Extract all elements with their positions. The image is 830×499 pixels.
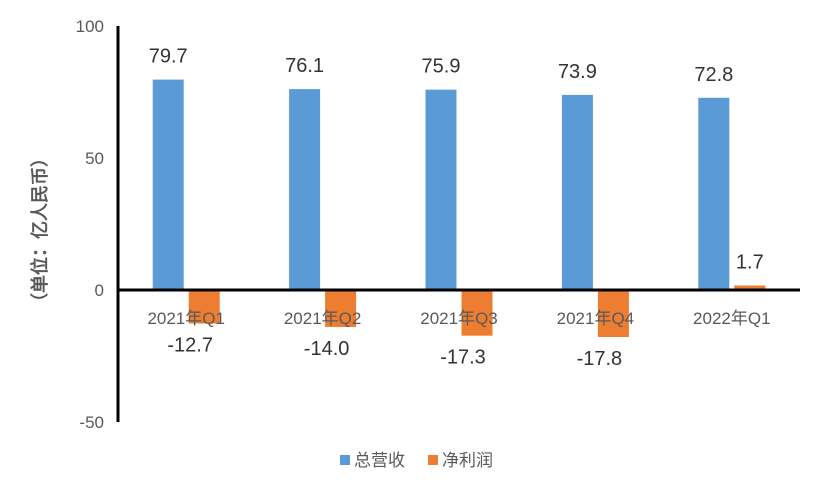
revenue-data-label: 75.9	[422, 56, 461, 78]
category-label: 2021年Q4	[557, 309, 635, 328]
net-profit-data-label: -17.3	[440, 347, 486, 369]
category-label: 2022年Q1	[693, 309, 771, 328]
net-profit-data-label: -14.0	[304, 338, 350, 360]
revenue-bar	[152, 79, 184, 290]
legend-swatch-revenue	[340, 455, 350, 465]
category-labels: 2021年Q1 2021年Q2 2021年Q3 2021年Q4 2022年Q1	[147, 309, 770, 328]
legend: 总营收 净利润	[340, 451, 493, 470]
bars	[152, 79, 766, 337]
net-profit-data-label: 1.7	[736, 252, 764, 274]
category-label: 2021年Q1	[147, 309, 225, 328]
revenue-bar	[289, 89, 321, 290]
y-tick-label: 0	[95, 281, 104, 300]
revenue-bar	[425, 89, 457, 291]
category-label: 2021年Q3	[420, 309, 498, 328]
net-profit-bar	[461, 290, 493, 336]
revenue-data-label: 73.9	[558, 61, 597, 83]
data-labels: 79.7 -12.7 76.1 -14.0 75.9 -17.3 73.9 -17.8 72.8…	[149, 46, 764, 370]
net-profit-bar	[325, 290, 357, 327]
revenue-data-label: 76.1	[285, 55, 324, 77]
y-tick-label: 50	[85, 149, 104, 168]
legend-label-revenue: 总营收	[354, 451, 405, 470]
y-axis-ticks: -50 0 50 100	[76, 17, 104, 432]
category-label: 2021年Q2	[284, 309, 362, 328]
net-profit-bar	[597, 290, 629, 337]
net-profit-bar	[734, 285, 766, 290]
net-profit-data-label: -12.7	[167, 335, 213, 357]
net-profit-data-label: -17.8	[577, 348, 623, 370]
legend-label-net-profit: 净利润	[442, 451, 493, 470]
y-tick-label: 100	[76, 17, 104, 36]
y-axis-label: （单位：亿人民币）	[29, 149, 50, 311]
y-tick-label: -50	[79, 413, 104, 432]
revenue-data-label: 72.8	[694, 64, 733, 86]
net-profit-bar	[188, 290, 220, 324]
revenue-bar	[698, 97, 730, 290]
legend-swatch-net-profit	[428, 455, 438, 465]
revenue-bar	[561, 94, 593, 291]
revenue-data-label: 79.7	[149, 46, 188, 68]
